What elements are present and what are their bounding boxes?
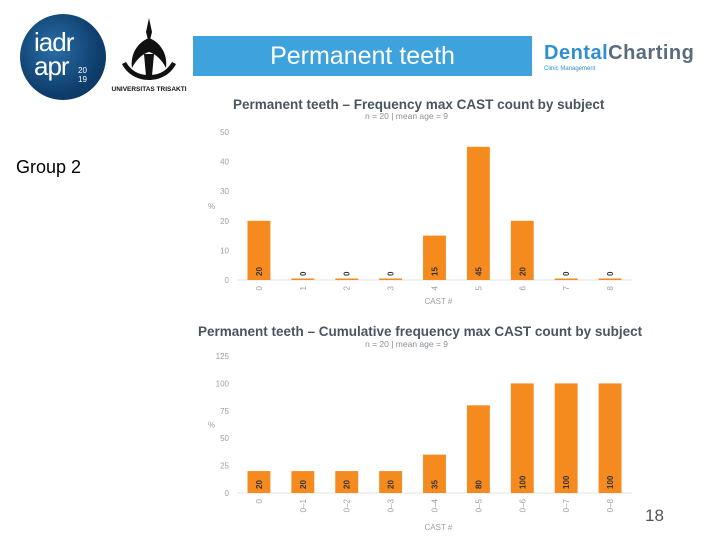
chart-2-title: Permanent teeth – Cumulative frequency m… bbox=[198, 324, 643, 339]
y-axis-label: % bbox=[208, 421, 215, 430]
x-tick-label: 3 bbox=[387, 285, 396, 290]
y-tick-label: 75 bbox=[220, 407, 229, 416]
bar-0 bbox=[247, 471, 271, 493]
university-name: UNIVERSITAS TRISAKTI bbox=[111, 86, 187, 93]
y-tick-label: 30 bbox=[220, 187, 229, 196]
x-tick-label: 1 bbox=[299, 285, 308, 290]
x-tick-label: 5 bbox=[474, 285, 483, 290]
page-title: Permanent teeth bbox=[270, 42, 455, 70]
x-tick-label: 8 bbox=[606, 285, 615, 290]
y-tick-label: 0 bbox=[225, 489, 230, 498]
y-tick-label: 40 bbox=[220, 158, 229, 167]
bar-0 bbox=[247, 220, 271, 280]
group-label: Group 2 bbox=[16, 157, 82, 177]
chart-1-title: Permanent teeth – Frequency max CAST cou… bbox=[233, 97, 605, 112]
bar-4 bbox=[423, 235, 446, 280]
data-label: 20 bbox=[255, 267, 264, 276]
data-label: 20 bbox=[387, 480, 396, 489]
x-tick-label: 0–8 bbox=[606, 498, 615, 512]
bar-5 bbox=[466, 146, 490, 280]
bar-0-4 bbox=[423, 454, 446, 493]
y-tick-label: 50 bbox=[220, 128, 229, 137]
y-tick-label: 25 bbox=[220, 462, 229, 471]
x-tick-label: 0 bbox=[255, 285, 264, 290]
bar-7 bbox=[554, 278, 578, 280]
x-tick-label: 0–5 bbox=[474, 498, 483, 512]
x-axis-label: CAST # bbox=[425, 523, 453, 532]
brand-subtitle: Clinic Management bbox=[544, 66, 596, 72]
x-tick-label: 7 bbox=[562, 285, 571, 290]
bar-0-5 bbox=[466, 405, 490, 493]
data-label: 0 bbox=[343, 271, 352, 276]
data-label: 35 bbox=[431, 480, 440, 489]
data-label: 45 bbox=[474, 267, 483, 276]
bar-2 bbox=[335, 278, 359, 280]
bar-0-3 bbox=[379, 471, 403, 493]
bar-8 bbox=[598, 278, 622, 280]
iadr-apr-logo: iadr apr 20 19 bbox=[20, 14, 106, 100]
data-label: 20 bbox=[299, 480, 308, 489]
y-tick-label: 0 bbox=[225, 276, 230, 285]
y-axis-label: % bbox=[208, 202, 215, 211]
data-label: 15 bbox=[431, 267, 440, 276]
x-tick-label: 0 bbox=[255, 498, 264, 503]
brand-name: DentalCharting bbox=[544, 42, 694, 65]
y-tick-label: 125 bbox=[216, 352, 230, 361]
y-tick-label: 10 bbox=[220, 246, 229, 255]
data-label: 20 bbox=[343, 480, 352, 489]
bar-0-1 bbox=[291, 471, 315, 493]
iadr-logo-year: 20 19 bbox=[78, 66, 87, 84]
bar-6 bbox=[510, 220, 534, 280]
x-tick-label: 4 bbox=[431, 285, 440, 290]
data-label: 0 bbox=[299, 271, 308, 276]
brand-part2: Charting bbox=[608, 42, 695, 64]
data-label: 0 bbox=[562, 271, 571, 276]
slide-title-banner: Permanent teeth bbox=[193, 36, 532, 76]
x-tick-label: 0–6 bbox=[518, 498, 527, 512]
data-label: 100 bbox=[606, 475, 615, 489]
university-logo: UNIVERSITAS TRISAKTI bbox=[108, 14, 190, 96]
cumulative-frequency-bar-chart: 0 25 50 75 100 125% 20 0 20 0–1 20 0–2 20 0–3 35 0–4 80 0… bbox=[208, 352, 632, 532]
university-emblem-icon bbox=[122, 18, 176, 80]
dental-charting-logo: DentalCharting Clinic Management bbox=[544, 42, 694, 72]
brand-part1: Dental bbox=[544, 42, 609, 64]
x-axis-label: CAST # bbox=[425, 297, 453, 306]
y-tick-label: 100 bbox=[216, 379, 230, 388]
data-label: 80 bbox=[474, 480, 483, 489]
bar-1 bbox=[291, 278, 315, 280]
data-label: 0 bbox=[606, 271, 615, 276]
x-tick-label: 2 bbox=[343, 285, 352, 290]
apr-logo-text: apr bbox=[34, 51, 70, 81]
data-label: 100 bbox=[518, 475, 527, 489]
bar-0-8 bbox=[598, 383, 622, 493]
bar-0-7 bbox=[554, 383, 578, 493]
bar-0-6 bbox=[510, 383, 534, 493]
y-tick-label: 20 bbox=[220, 217, 229, 226]
data-label: 100 bbox=[562, 475, 571, 489]
x-tick-label: 0–4 bbox=[431, 498, 440, 512]
data-label: 20 bbox=[255, 480, 264, 489]
bar-0-2 bbox=[335, 471, 359, 493]
x-tick-label: 0–1 bbox=[299, 498, 308, 512]
x-tick-label: 0–3 bbox=[387, 498, 396, 512]
data-label: 0 bbox=[387, 271, 396, 276]
x-tick-label: 6 bbox=[518, 285, 527, 290]
x-tick-label: 0–2 bbox=[343, 498, 352, 512]
page-number: 18 bbox=[645, 506, 664, 525]
data-label: 20 bbox=[518, 267, 527, 276]
chart-1-subtitle: n = 20 | mean age = 9 bbox=[365, 111, 449, 121]
x-tick-label: 0–7 bbox=[562, 498, 571, 512]
chart-2-subtitle: n = 20 | mean age = 9 bbox=[365, 339, 449, 349]
iadr-logo-text: iadr bbox=[34, 27, 74, 57]
y-tick-label: 50 bbox=[220, 434, 229, 443]
bar-3 bbox=[379, 278, 403, 280]
